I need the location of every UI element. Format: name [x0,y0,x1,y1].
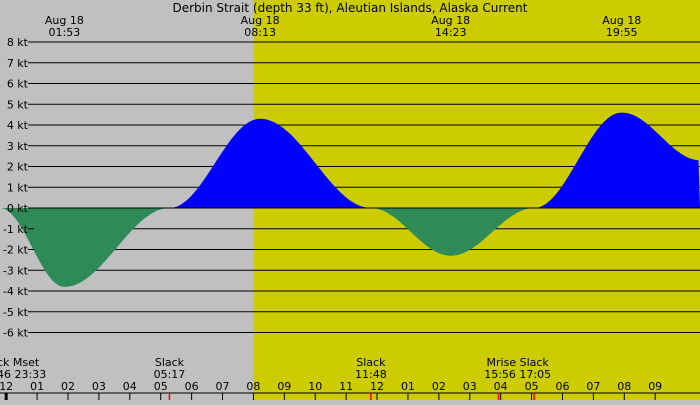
y-tick-label: -6 kt [3,327,29,340]
event-time-label: 11:48 [355,368,387,381]
hour-tick-label: 07 [586,380,600,393]
extreme-date-label: Aug 18 [45,14,84,27]
hour-tick-label: 02 [61,380,75,393]
hour-tick-label: 12 [0,380,13,393]
event-time-label: 15:56 17:05 [484,368,551,381]
ebb-area [0,208,169,287]
y-tick-label: -4 kt [3,285,29,298]
extreme-time-label: 01:53 [49,26,81,39]
y-tick-label: 2 kt [7,161,29,174]
extreme-time-label: 14:23 [435,26,467,39]
hour-tick-label: 02 [432,380,446,393]
hour-tick-label: 06 [185,380,199,393]
extreme-date-label: Aug 18 [602,14,641,27]
flood-area [170,118,371,208]
extreme-time-label: 08:13 [244,26,276,39]
y-tick-label: 5 kt [7,98,29,111]
event-markers [4,393,535,400]
y-tick-label: 7 kt [7,57,29,70]
y-tick-label: -1 kt [3,223,29,236]
y-tick-label: -3 kt [3,264,29,277]
y-tick-label: 6 kt [7,78,29,91]
event-label: ck Mset [0,356,40,369]
hour-tick-label: 08 [246,380,260,393]
y-tick-label: -5 kt [3,306,29,319]
event-time-label: 05:17 [154,368,186,381]
hour-tick-label: 05 [154,380,168,393]
y-tick-label: 4 kt [7,119,29,132]
current-areas [0,112,700,287]
hour-tick-label: 08 [617,380,631,393]
extreme-date-label: Aug 18 [431,14,470,27]
event-label: Slack [356,356,386,369]
event-label: Slack [155,356,185,369]
y-tick-label: 1 kt [7,181,29,194]
hour-tick-label: 06 [555,380,569,393]
hour-tick-label: 01 [401,380,415,393]
y-axis-labels: 8 kt 7 kt 6 kt 5 kt 4 kt 3 kt 2 kt 1 kt 0 kt -1 k… [3,36,34,340]
y-tick-label: 0 kt [7,202,29,215]
y-tick-label: -2 kt [3,244,29,257]
y-tick-label: 3 kt [7,140,29,153]
hour-axis: 1112010203040506070809101112010203040506… [0,380,700,400]
event-time-label: 46 23:33 [0,368,46,381]
hour-tick-label: 10 [308,380,322,393]
ebb-area [372,208,534,256]
extreme-time-label: 19:55 [606,26,638,39]
hour-tick-label: 03 [92,380,106,393]
y-tick-label: 8 kt [7,36,29,49]
hour-tick-label: 04 [494,380,508,393]
hour-tick-label: 09 [277,380,291,393]
hour-tick-label: 09 [648,380,662,393]
hour-tick-label: 03 [463,380,477,393]
event-label: Mrise Slack [487,356,550,369]
hour-tick-label: 07 [216,380,230,393]
hour-tick-label: 04 [123,380,137,393]
hour-tick-label: 11 [339,380,353,393]
chart-title: Derbin Strait (depth 33 ft), Aleutian Is… [173,1,528,15]
extreme-date-label: Aug 18 [241,14,280,27]
hour-tick-label: 01 [30,380,44,393]
hour-tick-label: 05 [525,380,539,393]
hour-tick-label: 12 [370,380,384,393]
flood-area [534,112,700,208]
